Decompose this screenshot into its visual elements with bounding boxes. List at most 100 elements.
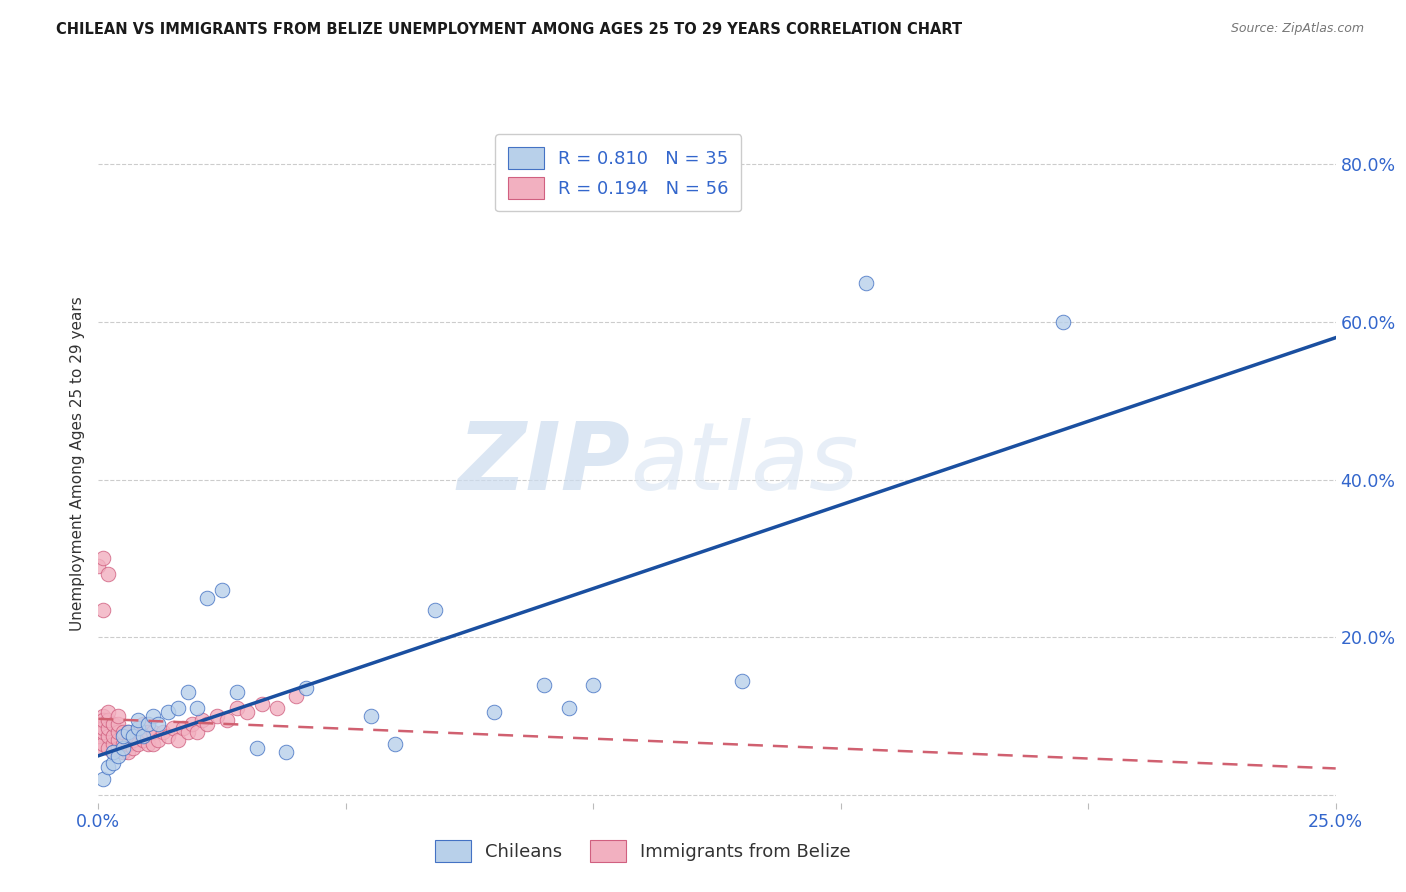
Point [87, 559, 110, 574]
Point [132, 717, 155, 731]
Point [127, 713, 149, 727]
Point [142, 724, 165, 739]
Point [103, 756, 125, 771]
Point [162, 721, 184, 735]
Text: Source: ZipAtlas.com: Source: ZipAtlas.com [1230, 22, 1364, 36]
Point [97, 713, 120, 727]
Point [117, 724, 139, 739]
Point [127, 737, 149, 751]
Point [122, 729, 145, 743]
Point [142, 709, 165, 723]
Point [112, 737, 135, 751]
Point [93, 772, 115, 786]
Point [172, 721, 194, 735]
Point [156, 705, 179, 719]
Point [360, 709, 382, 723]
Point [484, 705, 506, 719]
Point [146, 732, 169, 747]
Point [97, 721, 120, 735]
Point [152, 724, 174, 739]
Point [87, 729, 110, 743]
Point [107, 724, 129, 739]
Point [211, 582, 233, 597]
Point [533, 677, 555, 691]
Point [186, 724, 208, 739]
Point [226, 701, 249, 715]
Point [855, 276, 877, 290]
Point [112, 745, 135, 759]
Point [97, 729, 120, 743]
Point [136, 717, 159, 731]
Point [557, 701, 579, 715]
Point [250, 698, 273, 712]
Point [146, 717, 169, 731]
Point [132, 732, 155, 747]
Text: CHILEAN VS IMMIGRANTS FROM BELIZE UNEMPLOYMENT AMONG AGES 25 TO 29 YEARS CORRELA: CHILEAN VS IMMIGRANTS FROM BELIZE UNEMPL… [56, 22, 962, 37]
Point [107, 717, 129, 731]
Point [103, 745, 125, 759]
Point [97, 760, 120, 774]
Point [423, 602, 446, 616]
Point [156, 729, 179, 743]
Point [93, 602, 115, 616]
Point [107, 709, 129, 723]
Point [112, 729, 135, 743]
Point [136, 724, 159, 739]
Text: ZIP: ZIP [457, 417, 630, 510]
Point [103, 745, 125, 759]
Point [93, 721, 115, 735]
Point [191, 713, 214, 727]
Point [582, 677, 605, 691]
Point [117, 737, 139, 751]
Text: atlas: atlas [630, 418, 859, 509]
Point [112, 724, 135, 739]
Point [195, 591, 218, 605]
Point [236, 705, 259, 719]
Point [117, 724, 139, 739]
Point [176, 724, 198, 739]
Point [181, 717, 204, 731]
Point [87, 740, 110, 755]
Point [93, 737, 115, 751]
Point [142, 737, 165, 751]
Point [87, 717, 110, 731]
Point [122, 740, 145, 755]
Point [103, 717, 125, 731]
Point [117, 745, 139, 759]
Point [205, 709, 228, 723]
Point [266, 701, 288, 715]
Point [246, 740, 269, 755]
Point [103, 737, 125, 751]
Point [136, 737, 159, 751]
Point [107, 748, 129, 763]
Point [122, 732, 145, 747]
Point [166, 732, 188, 747]
Point [93, 551, 115, 566]
Legend: Chileans, Immigrants from Belize: Chileans, Immigrants from Belize [422, 828, 863, 875]
Point [107, 732, 129, 747]
Point [97, 567, 120, 582]
Point [186, 701, 208, 715]
Point [276, 745, 298, 759]
Point [285, 690, 308, 704]
Point [176, 685, 198, 699]
Point [195, 717, 218, 731]
Point [384, 737, 406, 751]
Point [217, 713, 239, 727]
Point [93, 709, 115, 723]
Point [107, 740, 129, 755]
Point [226, 685, 249, 699]
Point [132, 729, 155, 743]
Point [97, 705, 120, 719]
Point [93, 724, 115, 739]
Point [1052, 315, 1074, 329]
Point [112, 740, 135, 755]
Point [97, 740, 120, 755]
Point [127, 724, 149, 739]
Point [127, 721, 149, 735]
Point [93, 713, 115, 727]
Point [166, 701, 188, 715]
Y-axis label: Unemployment Among Ages 25 to 29 years: Unemployment Among Ages 25 to 29 years [69, 296, 84, 632]
Point [103, 729, 125, 743]
Point [295, 681, 318, 696]
